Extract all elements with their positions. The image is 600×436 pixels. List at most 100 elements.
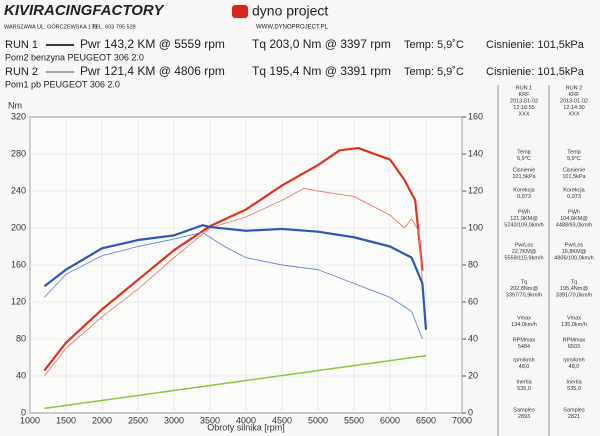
run-temp: Temp: 5,9˚C [404,66,464,78]
side-cell: 5559/115,9km/h [504,255,543,261]
y2-tick-label: 40 [468,333,478,343]
y2-tick-label: 20 [468,370,478,380]
y2-tick-label: 160 [468,111,483,121]
y-tick-label: 240 [11,185,26,195]
side-cell: Temp [517,149,530,155]
side-cell: XXX [518,111,529,117]
side-cell: 12:16:55 [513,105,534,111]
side-cell: 202,8Nm@ [510,286,538,292]
series-line [44,187,423,377]
x-tick-label: 6000 [380,415,400,425]
side-cell: PwrLos [515,242,534,248]
series-line [44,354,427,410]
side-cell: 121,9KM@ [510,216,538,222]
y2-tick-label: 100 [468,222,483,232]
y2-tick-label: 60 [468,296,478,306]
y-tick-label: 40 [16,370,26,380]
side-cell: 535,0 [567,386,581,392]
x-tick-label: 2500 [128,415,148,425]
x-tick-label: 4000 [236,415,256,425]
x-tick-label: 4500 [272,415,292,425]
series-line [43,224,428,330]
x-axis-label: Obroty silnika [rpm] [207,422,285,432]
run-pressure: Cisnienie: 101,5kPa [486,39,585,51]
side-cell: Samples [513,407,535,413]
side-cell: RUN 1 [516,85,533,91]
run-temp: Temp: 5,9˚C [404,39,464,51]
side-cell: 48,0 [519,364,530,370]
y-tick-label: 0 [21,407,26,417]
side-cell: 22,7KM@ [512,249,537,255]
side-cell: 16,8KM@ [562,249,587,255]
y-axis-label: Nm [8,100,22,110]
side-cell: rpm/kmh [563,357,584,363]
side-cell: Cisnienie [563,167,586,173]
logo: KIVIRACINGFACTORY [4,2,165,19]
y2-tick-label: 80 [468,259,478,269]
url: WWW.DYNOPROJECT.PL [256,25,329,31]
x-tick-label: 2000 [92,415,112,425]
side-cell: KRF [569,92,581,98]
run-label: RUN 1 [5,39,38,51]
side-cell: RPMmax [563,337,586,343]
side-cell: 12:14:30 [563,105,584,111]
y-tick-label: 280 [11,148,26,158]
side-cell: 5,9°C [517,156,531,162]
run-label: RUN 2 [5,66,38,78]
side-cell: Inertia [516,379,532,385]
x-tick-label: 7000 [452,415,472,425]
series-line [43,146,424,372]
run-power: Pwr 143,2 KM @ 5559 rpm [80,37,225,51]
side-cell: KRF [519,92,531,98]
y-tick-label: 200 [11,222,26,232]
side-cell: 0,973 [567,194,581,200]
side-cell: 134,0km/h [511,322,537,328]
x-tick-label: 5500 [344,415,364,425]
run-note: Pom1 pb PEUGEOT 306 2.0 [5,79,120,89]
side-cell: 3391/70,0km/h [556,292,592,298]
run-torque: Tq 203,0 Nm @ 3397 rpm [252,37,391,51]
side-cell: 0,973 [517,194,531,200]
x-tick-label: 5000 [308,415,328,425]
x-tick-label: 1500 [56,415,76,425]
x-tick-label: 3000 [164,415,184,425]
side-cell: 3397/70,9km/h [506,292,542,298]
side-cell: Inertia [566,379,582,385]
series-line [44,231,423,340]
y-tick-label: 120 [11,296,26,306]
side-cell: 4488/93,0km/h [556,222,592,228]
brand: dyno project [252,3,328,19]
brand-icon [232,5,248,18]
side-cell: 2013-01-02 [510,98,538,104]
side-cell: Vmax [517,315,531,321]
side-cell: 104,6KM@ [560,216,588,222]
side-cell: Tq [521,279,527,285]
side-cell: 5484 [518,344,530,350]
run-note: Pom2 benzyna PEUGEOT 306 2.0 [5,52,144,62]
run-power: Pwr 121,4 KM @ 4806 rpm [80,64,225,78]
side-cell: PWh [568,209,580,215]
side-cell: 135,0km/h [561,322,587,328]
x-tick-label: 6500 [416,415,436,425]
side-cell: PwrLos [565,242,584,248]
side-cell: 2013-01-02 [560,98,588,104]
side-cell: 2821 [568,414,580,420]
side-cell: 195,4Nm@ [560,286,588,292]
side-cell: 48,0 [569,364,580,370]
phone: TEL. 603 795 528 [92,24,136,30]
side-cell: 101,5kPa [512,174,536,180]
side-cell: 101,5kPa [562,174,586,180]
y2-tick-label: 140 [468,148,483,158]
side-cell: Temp [567,149,580,155]
side-cell: 2893 [518,414,530,420]
x-tick-label: 3500 [200,415,220,425]
side-cell: RUN 2 [566,85,583,91]
side-cell: 535,0 [517,386,531,392]
run-torque: Tq 195,4 Nm @ 3391 rpm [252,64,391,78]
side-cell: 5240/109,0km/h [504,222,543,228]
side-cell: Korekcja [563,187,585,193]
address: WARSZAWA UL. GÓRCZEWSKA 179 [4,23,97,30]
run-pressure: Cisnienie: 101,5kPa [486,66,585,78]
y2-tick-label: 0 [468,407,473,417]
